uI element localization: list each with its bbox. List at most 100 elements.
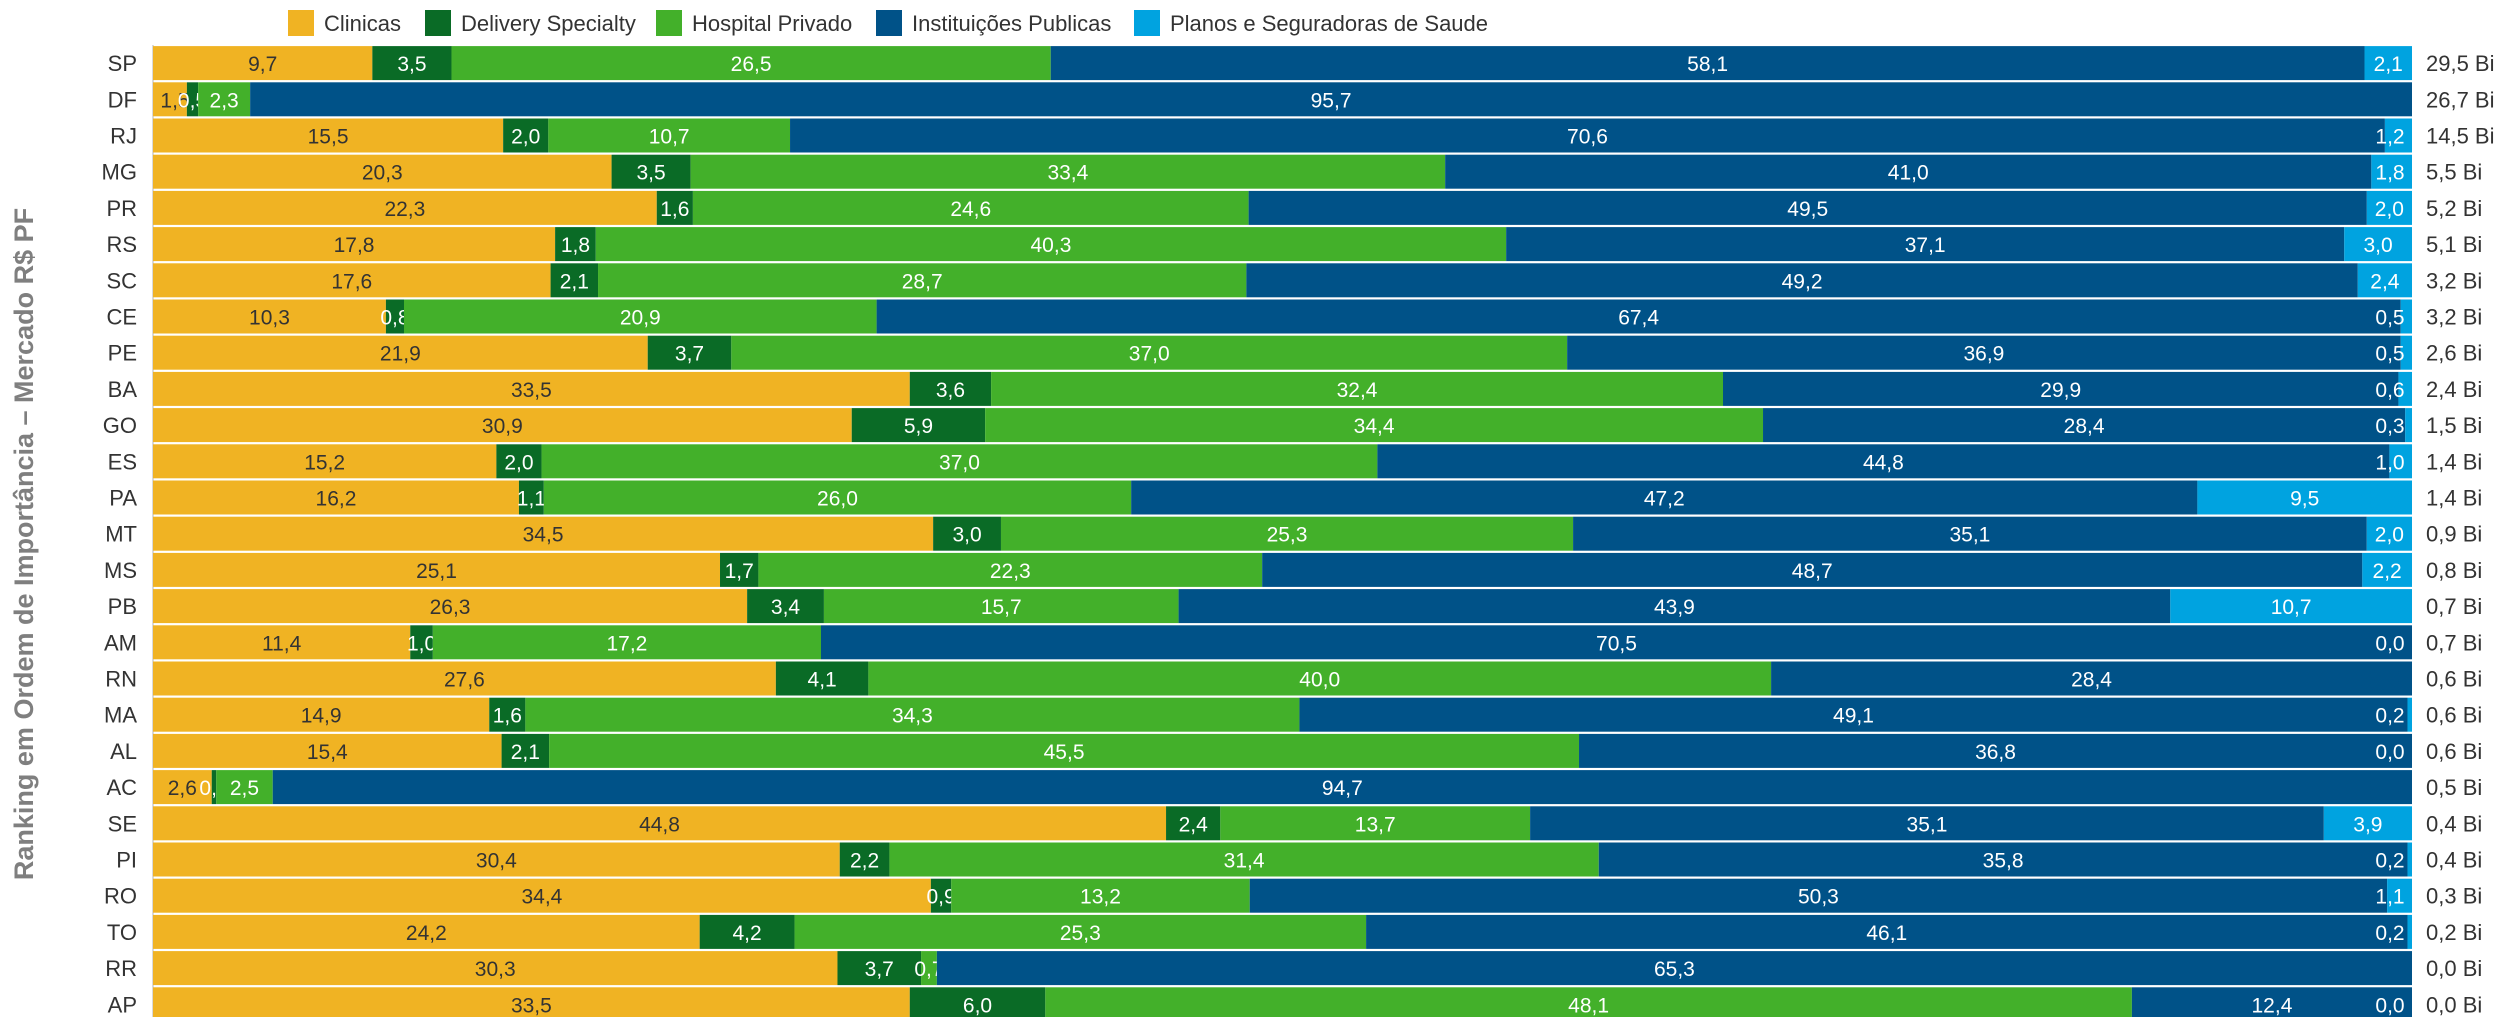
bar-segment: [1248, 190, 2367, 225]
data-label: 1,7: [725, 560, 754, 583]
data-label: 34,5: [523, 524, 564, 547]
bar-segment: [851, 408, 986, 443]
bar-segment: [2357, 263, 2412, 298]
total-label: 0,8 Bi: [2426, 558, 2482, 583]
category-label: RR: [105, 956, 137, 981]
total-label: 3,2 Bi: [2426, 305, 2482, 330]
data-label: 43,9: [1654, 596, 1695, 619]
bar-segment: [153, 552, 721, 587]
data-label: 67,4: [1618, 307, 1659, 330]
data-label: 0,6: [2375, 379, 2404, 402]
data-label: 1,1: [517, 488, 546, 511]
bar-segment: [820, 625, 2412, 660]
data-label: 24,6: [950, 198, 991, 221]
total-label: 14,5 Bi: [2426, 124, 2495, 149]
bar-segment: [909, 987, 1046, 1017]
data-label: 46,1: [1866, 922, 1907, 945]
total-label: 0,0 Bi: [2426, 956, 2482, 981]
bar-segment: [2170, 589, 2412, 624]
bar-segment: [550, 263, 599, 298]
bar-segment: [432, 625, 821, 660]
bar-segment: [153, 190, 657, 225]
bar-segment: [153, 227, 556, 262]
bar-segment: [525, 697, 1300, 732]
bar-segment: [2405, 408, 2412, 443]
bar-segment: [1131, 480, 2198, 515]
plot-area: SP 9,7 3,5 26,5 58,1 2,1 29,5 Bi DF 1,5 0,5 2,3 95,…: [102, 46, 2495, 1017]
data-label: 28,4: [2064, 415, 2105, 438]
bar-segment: [690, 154, 1446, 189]
bar-segment: [692, 190, 1249, 225]
data-label: 26,0: [817, 488, 858, 511]
bar-segment: [153, 335, 648, 370]
data-label: 2,1: [560, 270, 589, 293]
data-label: 9,7: [248, 53, 277, 76]
data-label: 50,3: [1798, 886, 1839, 909]
category-label: PR: [106, 196, 137, 221]
data-label: 27,6: [444, 669, 485, 692]
data-label: 6,0: [963, 994, 992, 1017]
data-label: 3,5: [397, 53, 426, 76]
bar-segment: [153, 589, 748, 624]
bar-segment: [186, 82, 199, 117]
data-label: 94,7: [1322, 777, 1363, 800]
legend-swatch: [288, 10, 314, 36]
bar-segment: [1299, 697, 2408, 732]
legend-label: Clinicas: [324, 11, 401, 36]
total-label: 0,0 Bi: [2426, 992, 2482, 1017]
category-label: CE: [106, 305, 137, 330]
total-label: 0,7 Bi: [2426, 630, 2482, 655]
data-label: 30,3: [475, 958, 516, 981]
category-label: PB: [108, 594, 137, 619]
bar-segment: [385, 299, 404, 334]
data-label: 36,9: [1963, 343, 2004, 366]
data-label: 41,0: [1888, 162, 1929, 185]
bar-segment: [720, 552, 759, 587]
data-label: 58,1: [1687, 53, 1728, 76]
bar-segment: [790, 118, 2385, 153]
total-label: 2,6 Bi: [2426, 341, 2482, 366]
data-label: 0,8: [380, 307, 409, 330]
bar-segment: [153, 82, 187, 117]
bar-segment: [2387, 878, 2412, 913]
data-label: 2,4: [1179, 813, 1209, 836]
bar-segment: [543, 480, 1132, 515]
chart-legend: Clinicas Delivery Specialty Hospital Priva…: [288, 10, 1488, 36]
category-label: AL: [110, 739, 137, 764]
data-label: 1,1: [2375, 886, 2404, 909]
bar-segment: [2344, 227, 2412, 262]
data-label: 32,4: [1337, 379, 1378, 402]
data-label: 0,0: [2375, 632, 2404, 655]
bar-segment: [153, 733, 502, 768]
total-label: 0,6 Bi: [2426, 667, 2482, 692]
data-label: 15,5: [308, 126, 349, 149]
bar-segment: [153, 806, 1167, 841]
bar-segment: [216, 770, 273, 805]
data-label: 3,7: [865, 958, 894, 981]
category-label: TO: [107, 920, 137, 945]
data-label: 3,0: [2364, 234, 2393, 257]
bar-segment: [837, 951, 922, 986]
data-label: 12,4: [2252, 994, 2293, 1017]
category-label: RS: [106, 232, 137, 257]
data-label: 95,7: [1311, 89, 1352, 112]
bar-segment: [1220, 806, 1531, 841]
data-label: 3,7: [675, 343, 704, 366]
bar-segment: [1000, 516, 1574, 551]
category-label: AM: [104, 630, 137, 655]
bar-segment: [153, 951, 838, 986]
data-label: 1,5: [160, 89, 189, 112]
data-label: 36,8: [1975, 741, 2016, 764]
bar-segment: [451, 46, 1051, 81]
data-label: 3,6: [936, 379, 965, 402]
bar-segment: [501, 733, 550, 768]
bar-segment: [1166, 806, 1221, 841]
data-label: 15,7: [981, 596, 1022, 619]
bar-segment: [372, 46, 452, 81]
total-label: 1,4 Bi: [2426, 486, 2482, 511]
data-label: 70,6: [1567, 126, 1608, 149]
data-label: 37,1: [1905, 234, 1946, 257]
bar-segment: [951, 878, 1250, 913]
bar-segment: [153, 46, 373, 81]
bar-segment: [1567, 335, 2401, 370]
